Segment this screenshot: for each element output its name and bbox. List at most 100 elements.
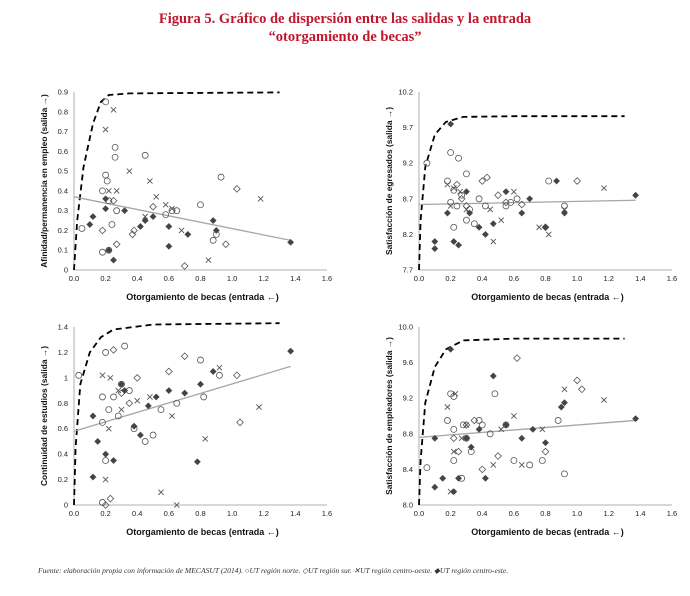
data-point-x (169, 205, 175, 212)
x-tick-label: 1.0 (227, 509, 237, 518)
data-point-filled-diamond (481, 230, 489, 238)
data-point-circle (113, 207, 121, 215)
data-point-x (447, 203, 454, 209)
data-point-x (490, 238, 497, 245)
y-tick-label: 9.6 (403, 358, 413, 367)
x-tick-label: 1.2 (604, 274, 614, 283)
data-point-x (99, 372, 106, 379)
data-point-diamond (573, 376, 581, 385)
data-point-diamond (573, 177, 581, 185)
x-tick-label: 1.6 (667, 509, 677, 518)
data-point-diamond (578, 385, 586, 394)
y-tick-label: 0.1 (58, 246, 68, 255)
x-tick-label: 0.2 (100, 509, 110, 518)
legend-label-norte: UT región norte. (249, 566, 301, 575)
efficiency-frontier-line (73, 322, 280, 506)
data-point-circle (111, 153, 119, 161)
y-axis-label: Satisfacción de empleadores (salida →) (384, 337, 394, 495)
data-point-x (107, 374, 114, 381)
data-point-filled-diamond (121, 207, 129, 215)
data-point-filled-diamond (560, 399, 568, 407)
data-point-filled-diamond (475, 425, 483, 433)
data-point-circle (121, 342, 128, 350)
data-point-x (146, 178, 153, 184)
data-point-diamond (513, 354, 521, 363)
data-point-diamond (125, 399, 134, 408)
data-point-filled-diamond (193, 458, 201, 466)
data-point-x (202, 435, 209, 442)
data-point-x (257, 195, 264, 202)
data-point-diamond (517, 200, 526, 209)
data-point-filled-diamond (117, 380, 125, 388)
y-tick-label: 0.5 (58, 167, 68, 176)
x-tick-label: 1.0 (572, 274, 582, 283)
data-point-diamond (478, 177, 487, 185)
x-tick-label: 1.4 (290, 274, 300, 283)
data-point-x (510, 188, 517, 195)
data-point-circle (455, 154, 462, 162)
x-tick-label: 0.6 (509, 274, 519, 283)
data-point-circle (99, 187, 106, 195)
data-point-circle (507, 198, 515, 206)
data-point-x (205, 257, 212, 264)
data-point-circle (561, 470, 568, 478)
data-point-circle (526, 461, 534, 469)
data-point-diamond (221, 240, 230, 249)
trend-line (418, 419, 636, 439)
data-point-diamond (101, 501, 110, 509)
data-point-diamond (233, 185, 241, 193)
data-point-diamond (165, 367, 173, 376)
data-point-filled-diamond (110, 457, 118, 464)
x-tick-label: 0.6 (509, 509, 519, 518)
legend-symbol-filled-diamond: ◆ (434, 566, 440, 575)
data-point-circle (108, 221, 116, 228)
data-point-diamond (483, 173, 491, 182)
data-point-filled-diamond (481, 474, 489, 482)
data-point-circle (111, 143, 119, 151)
data-point-filled-diamond (529, 425, 537, 433)
data-point-x (162, 201, 169, 208)
data-point-filled-diamond (181, 389, 189, 397)
data-point-filled-diamond (121, 387, 129, 395)
data-point-circle (502, 202, 510, 210)
figure-title-line-1: Figura 5. Gráfico de dispersión entre la… (158, 11, 532, 27)
x-tick-label: 0.0 (414, 509, 424, 518)
data-point-filled-diamond (542, 223, 549, 231)
efficiency-frontier-line (73, 91, 280, 271)
data-point-filled-diamond (450, 488, 458, 496)
data-point-diamond (454, 447, 463, 456)
data-point-filled-diamond (136, 431, 144, 439)
y-tick-label: 8.4 (403, 465, 413, 474)
data-point-filled-diamond (526, 195, 534, 203)
data-point-filled-diamond (89, 412, 97, 420)
data-point-filled-diamond (130, 422, 138, 430)
data-point-diamond (453, 180, 461, 189)
figure-title-line-2: “otorgamiento de becas” (268, 29, 422, 45)
y-tick-label: 0.2 (58, 226, 68, 235)
y-tick-label: 9.7 (403, 123, 413, 132)
data-point-x (450, 185, 457, 192)
chart-panel-satisfaccion-empleadores: 0.0 0.2 0.4 0.6 0.8 1.0 1.2 1.4 1.6 8.0 8.4 8.8 9.2 9… (345, 285, 685, 538)
trend-line (418, 199, 636, 206)
data-point-diamond (457, 194, 466, 203)
data-point-circle (561, 202, 568, 210)
data-point-filled-diamond (197, 380, 204, 388)
data-point-diamond (502, 198, 510, 207)
data-point-x (134, 397, 141, 404)
y-tick-label: 1 (64, 373, 68, 382)
chart-panel-satisfaccion-egresados: 0.0 0.2 0.4 0.6 0.8 1.0 1.2 1.4 1.6 7.7 8.2 8.7 9.2 9… (345, 50, 685, 303)
data-point-filled-diamond (632, 415, 640, 423)
data-point-circle (78, 225, 86, 232)
data-point-filled-diamond (144, 402, 152, 410)
data-point-diamond (236, 418, 244, 427)
x-axis-label: Otorgamiento de becas (entrada ←) (471, 527, 624, 537)
x-tick-label: 1.6 (322, 509, 332, 518)
data-point-filled-diamond (489, 372, 497, 380)
data-point-diamond (462, 421, 471, 429)
data-point-filled-diamond (287, 347, 295, 355)
data-point-x (115, 387, 122, 394)
data-point-x (105, 187, 112, 194)
x-tick-label: 0.2 (445, 509, 455, 518)
data-point-circle (453, 202, 461, 210)
data-point-filled-diamond (431, 483, 439, 491)
